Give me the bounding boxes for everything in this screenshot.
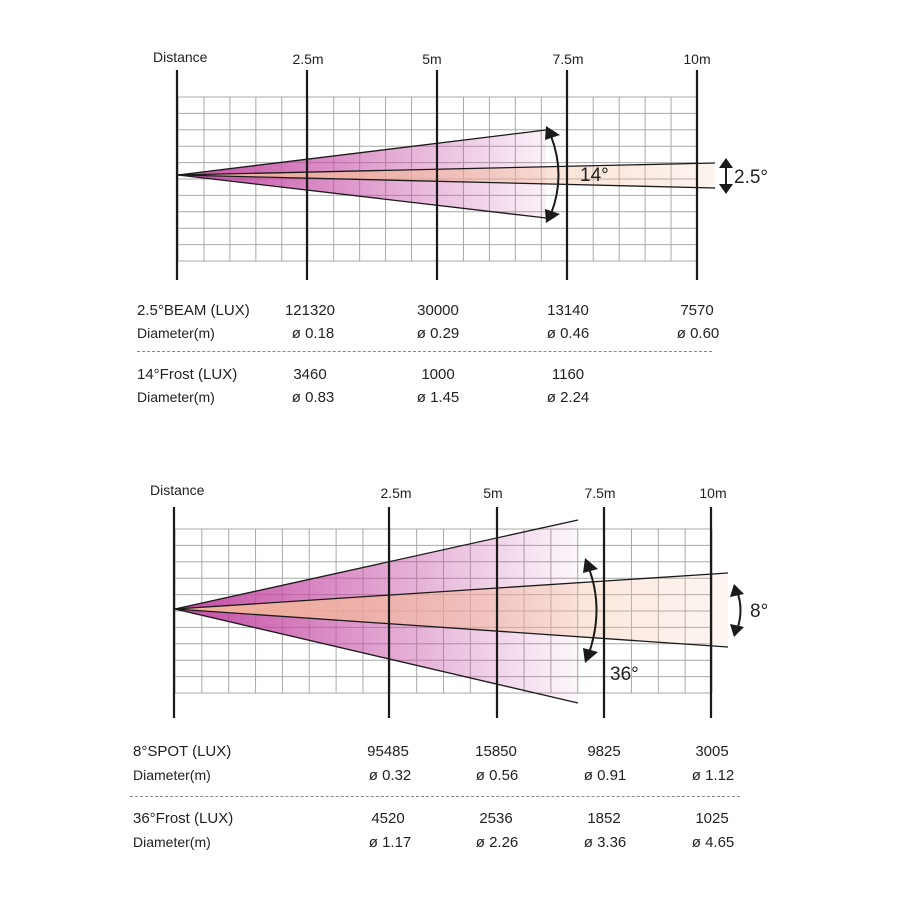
table-cell: 9825 <box>587 743 621 760</box>
row-label-spot-lux: 8°SPOT (LUX) <box>133 743 232 760</box>
wide-angle-arrow-top <box>545 126 560 223</box>
table-cell: 1025 <box>695 810 729 827</box>
column-header-top-2: 5m <box>422 51 442 67</box>
table-cell: 121320 <box>284 302 336 319</box>
beam-edges-bottom <box>174 519 729 704</box>
dashed-separator <box>137 351 712 352</box>
axes-bottom <box>172 507 713 718</box>
row-label-diameter: Diameter(m) <box>133 834 211 850</box>
distance-label-top: Distance <box>153 49 208 65</box>
table-cell: ø 1.17 <box>368 834 412 851</box>
table-cell: ø 0.32 <box>368 767 412 784</box>
row-label-frost-lux: 36°Frost (LUX) <box>133 810 234 827</box>
row-label-beam-lux: 2.5°BEAM (LUX) <box>137 302 250 319</box>
beam-cone-narrow-top <box>178 163 715 188</box>
narrow-angle-label-bottom: 8° <box>750 601 769 622</box>
table-cell: 7570 <box>680 302 714 319</box>
table-cell: 95485 <box>367 743 409 760</box>
table-cell: 15850 <box>475 743 517 760</box>
table-cell: 1000 <box>421 366 455 383</box>
table-cell: ø 0.60 <box>676 325 720 342</box>
table-cell: ø 0.18 <box>291 325 335 342</box>
table-cell: 30000 <box>417 302 459 319</box>
table-cell: ø 0.56 <box>475 767 519 784</box>
row-label-diameter: Diameter(m) <box>133 767 211 783</box>
wide-angle-arrow-bottom <box>583 558 598 663</box>
table-cell: ø 0.83 <box>291 389 335 406</box>
table-cell: 4520 <box>371 810 405 827</box>
table-cell: ø 0.29 <box>416 325 460 342</box>
table-cell: 3460 <box>293 366 327 383</box>
row-label-diameter: Diameter(m) <box>137 389 215 405</box>
table-cell: ø 0.46 <box>546 325 590 342</box>
table-cell: ø 1.12 <box>691 767 735 784</box>
table-cell: 2536 <box>479 810 513 827</box>
table-cell: ø 0.91 <box>583 767 627 784</box>
column-header-bottom-3: 7.5m <box>584 485 616 501</box>
row-label-frost-lux: 14°Frost (LUX) <box>137 366 238 383</box>
wide-angle-label-top: 14° <box>580 165 609 186</box>
table-cell: ø 2.26 <box>475 834 519 851</box>
table-cell: 1852 <box>587 810 621 827</box>
axes-top <box>175 70 699 280</box>
narrow-angle-arrow-top <box>719 158 733 194</box>
narrow-angle-label-top: 2.5° <box>734 167 769 188</box>
dashed-separator <box>130 796 740 797</box>
column-header-bottom-2: 5m <box>483 485 503 501</box>
table-cell: ø 2.24 <box>546 389 590 406</box>
row-label-diameter: Diameter(m) <box>137 325 215 341</box>
column-header-top-4: 10m <box>683 51 711 67</box>
table-cell: 3005 <box>695 743 729 760</box>
distance-label-bottom: Distance <box>150 482 205 498</box>
column-header-top-1: 2.5m <box>292 51 324 67</box>
beam-cone-narrow-bottom <box>175 573 728 647</box>
column-header-bottom-4: 10m <box>699 485 727 501</box>
wide-angle-label-bottom: 36° <box>610 664 639 685</box>
table-cell: 13140 <box>547 302 589 319</box>
table-cell: ø 4.65 <box>691 834 735 851</box>
table-cell: ø 3.36 <box>583 834 627 851</box>
beam-edges-top <box>177 129 716 219</box>
column-header-bottom-1: 2.5m <box>380 485 412 501</box>
narrow-angle-arrow-bottom <box>730 584 744 637</box>
table-cell: ø 1.45 <box>416 389 460 406</box>
table-cell: 1160 <box>551 366 585 383</box>
column-header-top-3: 7.5m <box>552 51 584 67</box>
